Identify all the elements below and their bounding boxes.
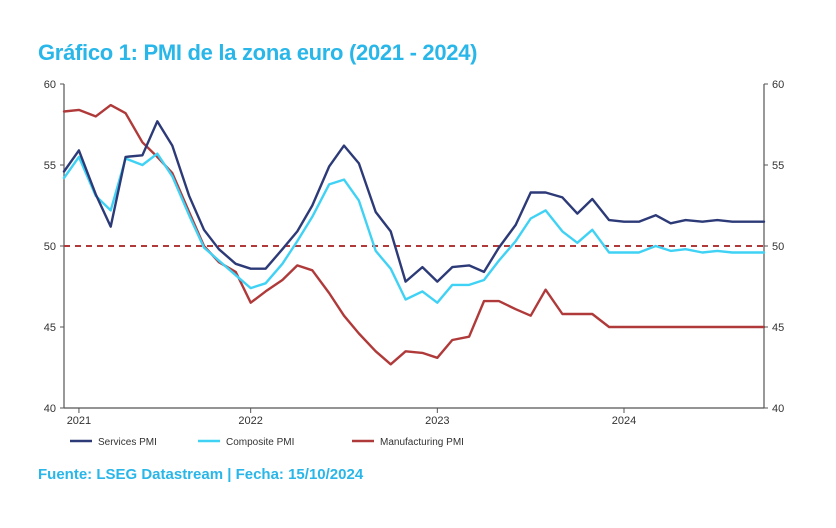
x-tick-label: 2023	[425, 415, 449, 427]
right-axis-ticks: 60 55 50 45 40	[764, 79, 784, 415]
left-axis-ticks: 60 55 50 45 40	[44, 79, 64, 415]
legend-label: Services PMI	[98, 437, 157, 448]
y-tick-label-left: 45	[44, 322, 56, 334]
manufacturing-pmi-line	[62, 103, 766, 366]
series-layer	[62, 103, 766, 366]
legend: Services PMI Composite PMI Manufacturing P…	[70, 437, 464, 448]
source-note: Fuente: LSEG Datastream | Fecha: 15/10/2…	[38, 466, 364, 483]
legend-label: Manufacturing PMI	[380, 437, 464, 448]
services-pmi-line	[62, 120, 766, 283]
y-tick-label-right: 50	[772, 241, 784, 253]
x-tick-label: 2022	[238, 415, 262, 427]
y-tick-label-left: 60	[44, 79, 56, 91]
y-tick-label-left: 40	[44, 403, 56, 415]
chart-title: Gráfico 1: PMI de la zona euro (2021 - 2…	[38, 40, 478, 65]
composite-pmi-line	[62, 152, 766, 304]
x-axis-ticks: 2021 2022 2023 2024	[67, 408, 636, 427]
y-tick-label-right: 55	[772, 160, 784, 172]
y-tick-label-right: 40	[772, 403, 784, 415]
y-tick-label-left: 55	[44, 160, 56, 172]
x-tick-label: 2021	[67, 415, 91, 427]
legend-label: Composite PMI	[226, 437, 294, 448]
y-tick-label-right: 45	[772, 322, 784, 334]
y-tick-label-right: 60	[772, 79, 784, 91]
x-tick-label: 2024	[612, 415, 636, 427]
y-tick-label-left: 50	[44, 241, 56, 253]
